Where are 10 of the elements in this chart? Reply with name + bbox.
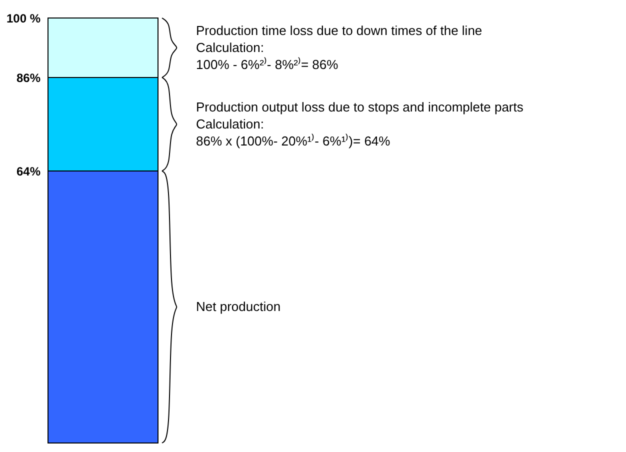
y-tick-label: 64% [16,164,41,178]
text: Calculation: [196,40,264,55]
text: Calculation: [196,116,264,132]
text: 86% x (100%- 20%¹⁾- 6%¹⁾)= 64% [196,133,391,148]
y-tick-label: 100 % [6,12,41,26]
text: Production time loss due to down times of the line [196,22,482,38]
y-tick-label: 86% [16,71,41,85]
text: Net production [196,299,281,314]
text: Production output loss due to stops and incomplete parts [196,99,524,114]
text: 100% - 6%²⁾- 8%²⁾= 86% [196,56,339,72]
